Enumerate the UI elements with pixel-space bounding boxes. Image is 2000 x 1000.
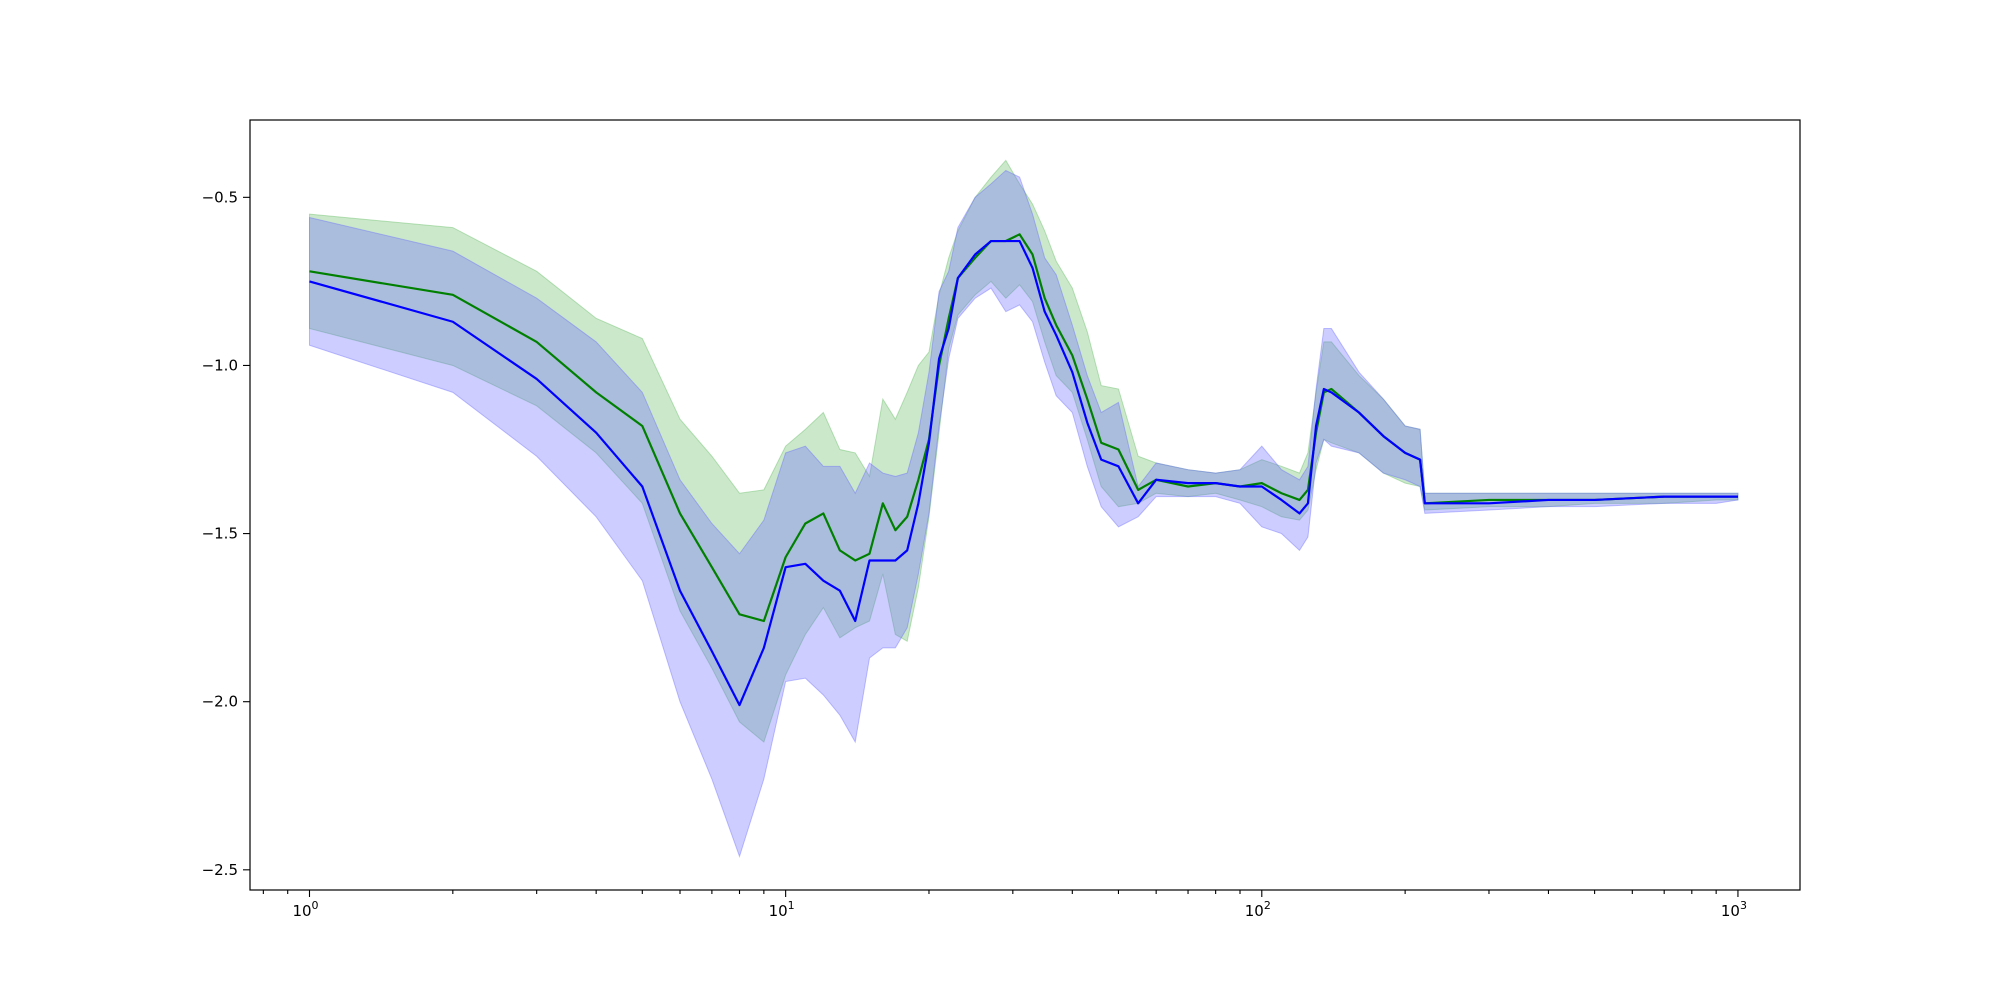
y-tick-label: −1.5 [202, 525, 238, 543]
x-tick-base: 10 [1245, 902, 1264, 920]
y-tick-label: −1.0 [202, 356, 238, 374]
x-tick-exponent: 1 [788, 899, 795, 912]
series-1-band [308, 159, 1739, 743]
x-axis: 100 101 102 103 [262, 890, 1747, 920]
x-tick-base: 10 [292, 902, 311, 920]
x-tick-label: 100 [292, 899, 318, 920]
series-2-band [308, 169, 1739, 858]
axes-frame [249, 119, 1801, 891]
x-tick-exponent: 2 [1264, 899, 1271, 912]
series-2-line [309, 239, 1738, 707]
plot-area [250, 120, 1800, 890]
x-tick-label: 101 [769, 899, 795, 920]
y-tick-label: −0.5 [202, 188, 238, 206]
confidence-bands [308, 159, 1739, 858]
y-tick-label: −2.5 [202, 861, 238, 879]
x-tick-base: 10 [1721, 902, 1740, 920]
series-lines [309, 233, 1738, 707]
y-tick-label: −2.0 [202, 693, 238, 711]
y-axis: −0.5 −1.0 −1.5 −2.0 −2.5 [202, 188, 250, 879]
x-tick-exponent: 3 [1740, 899, 1747, 912]
x-tick-exponent: 0 [312, 899, 319, 912]
x-tick-label: 102 [1245, 899, 1271, 920]
x-tick-base: 10 [769, 902, 788, 920]
x-tick-label: 103 [1721, 899, 1747, 920]
